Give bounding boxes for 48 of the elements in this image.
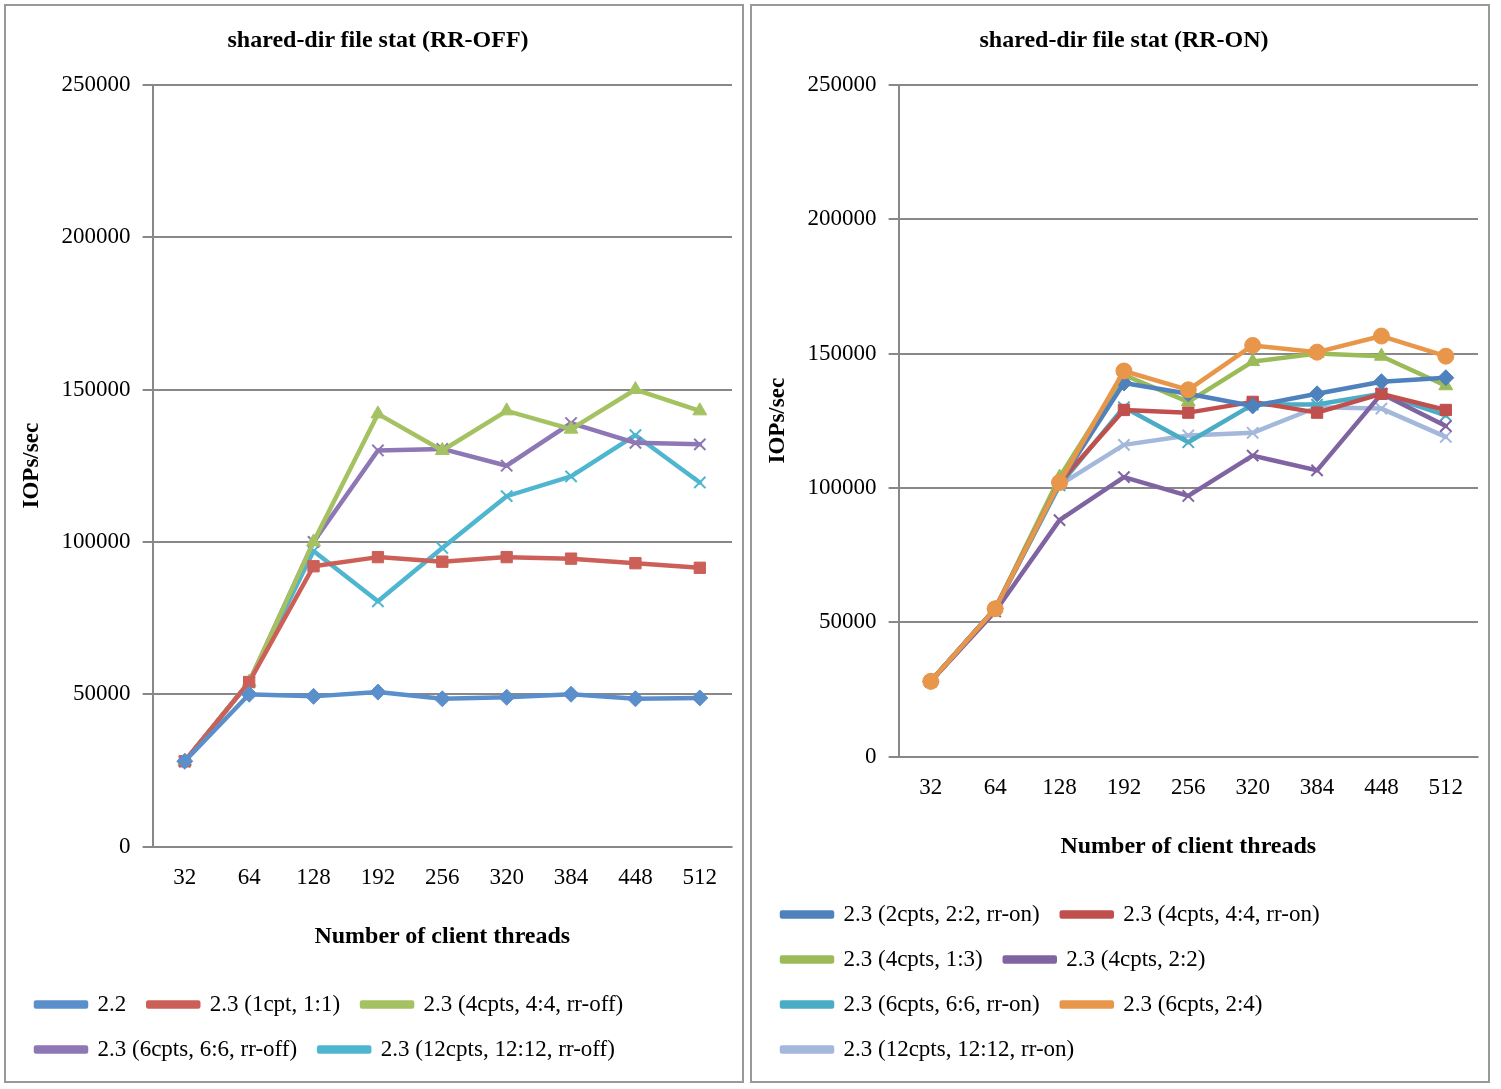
x-tick-label: 448 [618,864,653,890]
y-axis-title: IOPs/sec [17,422,43,509]
x-tick-label: 32 [919,774,943,800]
y-tick-label: 50000 [819,608,877,634]
y-tick-label: 100000 [807,473,877,499]
y-tick-label: 150000 [61,375,131,401]
x-tick-label: 128 [296,864,331,890]
legend-label: 2.3 (2cpts, 2:2, rr-on) [843,900,1040,926]
y-tick-label: 250000 [61,70,131,96]
x-tick-label: 192 [360,864,396,890]
y-tick-label: 200000 [807,205,877,231]
x-tick-label: 256 [425,864,460,890]
x-tick-label: 512 [1428,774,1464,800]
x-tick-label: 448 [1364,774,1399,800]
legend-label: 2.3 (6cpts, 2:4) [1123,990,1263,1016]
legend-label: 2.3 (4cpts, 1:3) [843,945,983,971]
y-tick-label: 100000 [61,527,131,553]
x-axis-title: Number of client threads [314,921,571,948]
legend-label: 2.2 [97,990,127,1016]
x-tick-label: 320 [489,864,524,890]
legend-label: 2.3 (6cpts, 6:6, rr-off) [97,1035,298,1061]
y-tick-label: 200000 [61,223,131,249]
x-tick-label: 256 [1171,774,1206,800]
y-axis-title: IOPs/sec [763,377,789,464]
x-tick-label: 384 [1299,774,1335,800]
y-tick-label: 50000 [73,680,131,706]
legend-label: 2.3 (1cpt, 1:1) [209,990,341,1016]
x-tick-label: 320 [1235,774,1270,800]
legend-label: 2.3 (12cpts, 12:12, rr-off) [380,1035,615,1061]
x-tick-label: 64 [237,864,262,890]
x-tick-label: 64 [983,774,1008,800]
legend-label: 2.3 (6cpts, 6:6, rr-on) [843,990,1040,1016]
x-tick-label: 192 [1106,774,1142,800]
legend-label: 2.3 (4cpts, 2:2) [1066,945,1206,971]
legend-label: 2.3 (4cpts, 4:4, rr-on) [1123,900,1320,926]
legend-label: 2.3 (12cpts, 12:12, rr-on) [843,1035,1075,1061]
chart-title: shared-dir file stat (RR-OFF) [227,25,529,52]
legend-label: 2.3 (4cpts, 4:4, rr-off) [423,990,624,1016]
y-tick-label: 150000 [807,339,877,365]
y-tick-label: 0 [865,742,877,768]
chart-title: shared-dir file stat (RR-ON) [979,25,1269,52]
x-tick-label: 128 [1042,774,1077,800]
x-tick-label: 32 [173,864,197,890]
x-tick-label: 512 [682,864,718,890]
y-tick-label: 250000 [807,70,877,96]
x-axis-title: Number of client threads [1060,831,1317,858]
x-tick-label: 384 [553,864,589,890]
y-tick-label: 0 [119,832,131,858]
